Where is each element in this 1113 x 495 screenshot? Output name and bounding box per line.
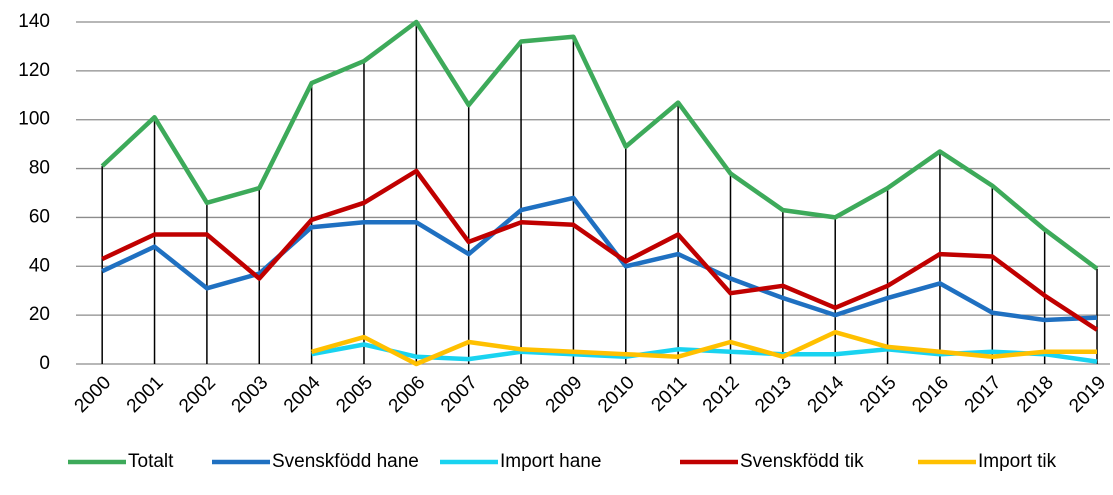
series-line (101, 195, 1098, 323)
legend-label: Svenskfödd tik (740, 451, 864, 472)
x-tick-label: 2006 (385, 372, 430, 417)
legend-label: Totalt (128, 451, 174, 472)
x-tick-label: 2003 (228, 372, 273, 417)
x-tick-label: 2016 (908, 372, 953, 417)
x-tick-label: 2008 (489, 372, 534, 417)
x-tick-label: 2009 (542, 372, 587, 417)
y-tick-label: 100 (18, 109, 50, 130)
x-tick-label: 2001 (123, 372, 168, 417)
legend-label: Import hane (500, 451, 601, 472)
legend-label: Svenskfödd hane (272, 451, 419, 472)
series-line (101, 168, 1099, 332)
x-tick-label: 2002 (175, 372, 220, 417)
legend-label: Import tik (978, 451, 1057, 472)
x-tick-label: 2017 (961, 372, 1006, 417)
series-line (310, 329, 1097, 367)
x-tick-label: 2014 (804, 372, 849, 417)
series-line (100, 19, 1099, 271)
x-tick-label: 2000 (71, 372, 116, 417)
x-tick-label: 2010 (594, 372, 639, 417)
x-tick-label: 2019 (1065, 372, 1110, 417)
y-tick-label: 140 (18, 11, 50, 32)
x-tick-label: 2004 (280, 372, 325, 417)
x-tick-label: 2012 (699, 372, 744, 417)
x-tick-label: 2005 (332, 372, 377, 417)
y-tick-label: 60 (29, 206, 50, 227)
y-tick-label: 40 (29, 255, 50, 276)
x-tick-label: 2018 (1013, 372, 1058, 417)
x-tick-label: 2007 (437, 372, 482, 417)
y-tick-label: 0 (39, 353, 50, 374)
x-tick-label: 2011 (647, 372, 691, 416)
x-tick-label: 2013 (751, 372, 796, 417)
y-tick-label: 120 (18, 60, 50, 81)
y-tick-label: 20 (29, 304, 50, 325)
x-tick-label: 2015 (856, 372, 901, 417)
y-tick-label: 80 (29, 158, 50, 179)
